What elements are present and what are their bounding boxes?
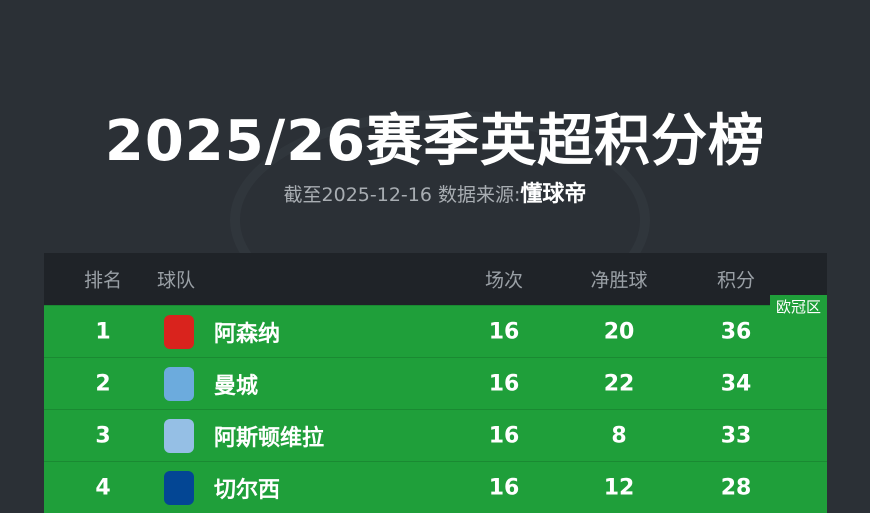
played: 16 — [488, 371, 520, 396]
goal-difference: 22 — [603, 371, 635, 396]
team-name[interactable]: 阿森纳 — [214, 321, 281, 347]
goal-difference: 20 — [603, 319, 635, 344]
table-header: 排名 球队 场次 净胜球 积分 — [44, 253, 827, 305]
header-rank: 排名 — [83, 269, 122, 292]
rank: 3 — [95, 423, 111, 448]
rank: 1 — [95, 319, 111, 344]
points: 36 — [720, 319, 752, 344]
header-gd: 净胜球 — [590, 269, 648, 292]
goal-difference: 12 — [603, 475, 635, 500]
standings-table: 排名 球队 场次 净胜球 积分 欧冠区 1 阿森纳 16 20 36 2 曼城 … — [44, 253, 827, 513]
source-name: 懂球帝 — [520, 182, 587, 207]
team-name[interactable]: 曼城 — [214, 373, 259, 399]
header-points: 积分 — [716, 269, 755, 292]
played: 16 — [488, 475, 520, 500]
ucl-zone-badge: 欧冠区 — [769, 295, 827, 318]
rank: 2 — [95, 371, 111, 396]
team-logo-icon — [164, 418, 194, 453]
played: 16 — [488, 319, 520, 344]
header-played: 场次 — [484, 269, 523, 292]
rank: 4 — [95, 475, 111, 500]
header-team: 球队 — [157, 269, 196, 292]
team-name[interactable]: 切尔西 — [214, 477, 281, 503]
goal-difference: 8 — [611, 423, 627, 448]
points: 34 — [720, 371, 752, 396]
played: 16 — [488, 423, 520, 448]
table-row[interactable]: 2 曼城 16 22 34 — [44, 357, 827, 409]
points: 28 — [720, 475, 752, 500]
team-logo-icon — [164, 314, 194, 349]
table-row[interactable]: 3 阿斯顿维拉 16 8 33 — [44, 409, 827, 461]
subtitle: 截至2025-12-16 数据来源:懂球帝 — [0, 176, 870, 208]
date-source-label: 截至2025-12-16 数据来源: — [283, 184, 521, 206]
page-title: 2025/26赛季英超积分榜 — [104, 109, 766, 174]
team-logo-icon — [164, 470, 194, 505]
team-name[interactable]: 阿斯顿维拉 — [214, 425, 325, 451]
table-row[interactable]: 欧冠区 1 阿森纳 16 20 36 — [44, 295, 827, 357]
points: 33 — [720, 423, 752, 448]
team-logo-icon — [164, 366, 194, 401]
table-row[interactable]: 4 切尔西 16 12 28 — [44, 461, 827, 513]
